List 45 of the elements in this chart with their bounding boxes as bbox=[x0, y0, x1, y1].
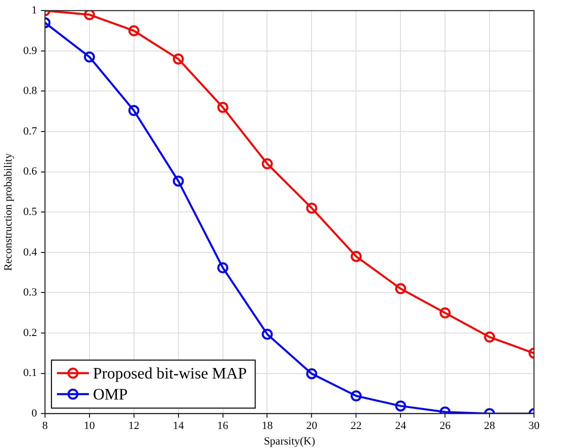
y-tick-label: 0 bbox=[31, 407, 38, 420]
y-tick-label: 0.9 bbox=[23, 44, 38, 57]
point bbox=[262, 158, 273, 170]
legend-label: Proposed bit-wise MAP bbox=[92, 365, 247, 382]
point bbox=[350, 390, 362, 402]
x-tick-label: 24 bbox=[395, 420, 407, 432]
x-tick-label: 28 bbox=[484, 420, 496, 432]
point bbox=[217, 102, 228, 113]
x-tick-label: 20 bbox=[306, 420, 318, 432]
point bbox=[172, 176, 184, 187]
point bbox=[84, 51, 95, 62]
point bbox=[306, 368, 318, 380]
y-tick-label: 0.4 bbox=[23, 246, 38, 258]
y-tick-label: 1 bbox=[31, 4, 37, 16]
y-tick-label: 0.7 bbox=[23, 125, 38, 138]
point bbox=[440, 307, 451, 318]
point bbox=[128, 25, 140, 36]
point bbox=[217, 262, 228, 274]
point bbox=[172, 53, 184, 64]
legend-label: OMP bbox=[92, 386, 128, 404]
y-tick-label: 0.1 bbox=[23, 367, 37, 380]
x-tick-label: 12 bbox=[128, 420, 140, 432]
x-tick-label: 26 bbox=[440, 420, 452, 432]
point bbox=[395, 400, 406, 412]
x-tick-label: 10 bbox=[84, 420, 96, 432]
y-tick-label: 0.8 bbox=[23, 85, 38, 98]
point bbox=[262, 328, 273, 340]
x-tick-label: 18 bbox=[262, 420, 274, 432]
point bbox=[306, 202, 318, 214]
y-tick-label: 0.2 bbox=[23, 326, 37, 339]
x-tick-label: 8 bbox=[42, 420, 48, 432]
x-tick-label: 30 bbox=[528, 420, 540, 432]
x-tick-label: 16 bbox=[217, 420, 229, 432]
point bbox=[395, 283, 406, 294]
y-tick-label: 0.3 bbox=[23, 286, 38, 299]
point bbox=[350, 250, 362, 262]
point bbox=[484, 332, 496, 343]
y-tick-label: 0.5 bbox=[23, 206, 38, 218]
x-axis-title: Sparsity(K) bbox=[264, 435, 316, 448]
point bbox=[128, 105, 140, 116]
y-tick-label: 0.6 bbox=[23, 166, 38, 178]
x-tick-label: 14 bbox=[172, 420, 184, 432]
x-tick-label: 22 bbox=[350, 420, 362, 432]
point bbox=[84, 10, 95, 20]
y-axis-title: Reconstruction probability bbox=[2, 152, 14, 271]
